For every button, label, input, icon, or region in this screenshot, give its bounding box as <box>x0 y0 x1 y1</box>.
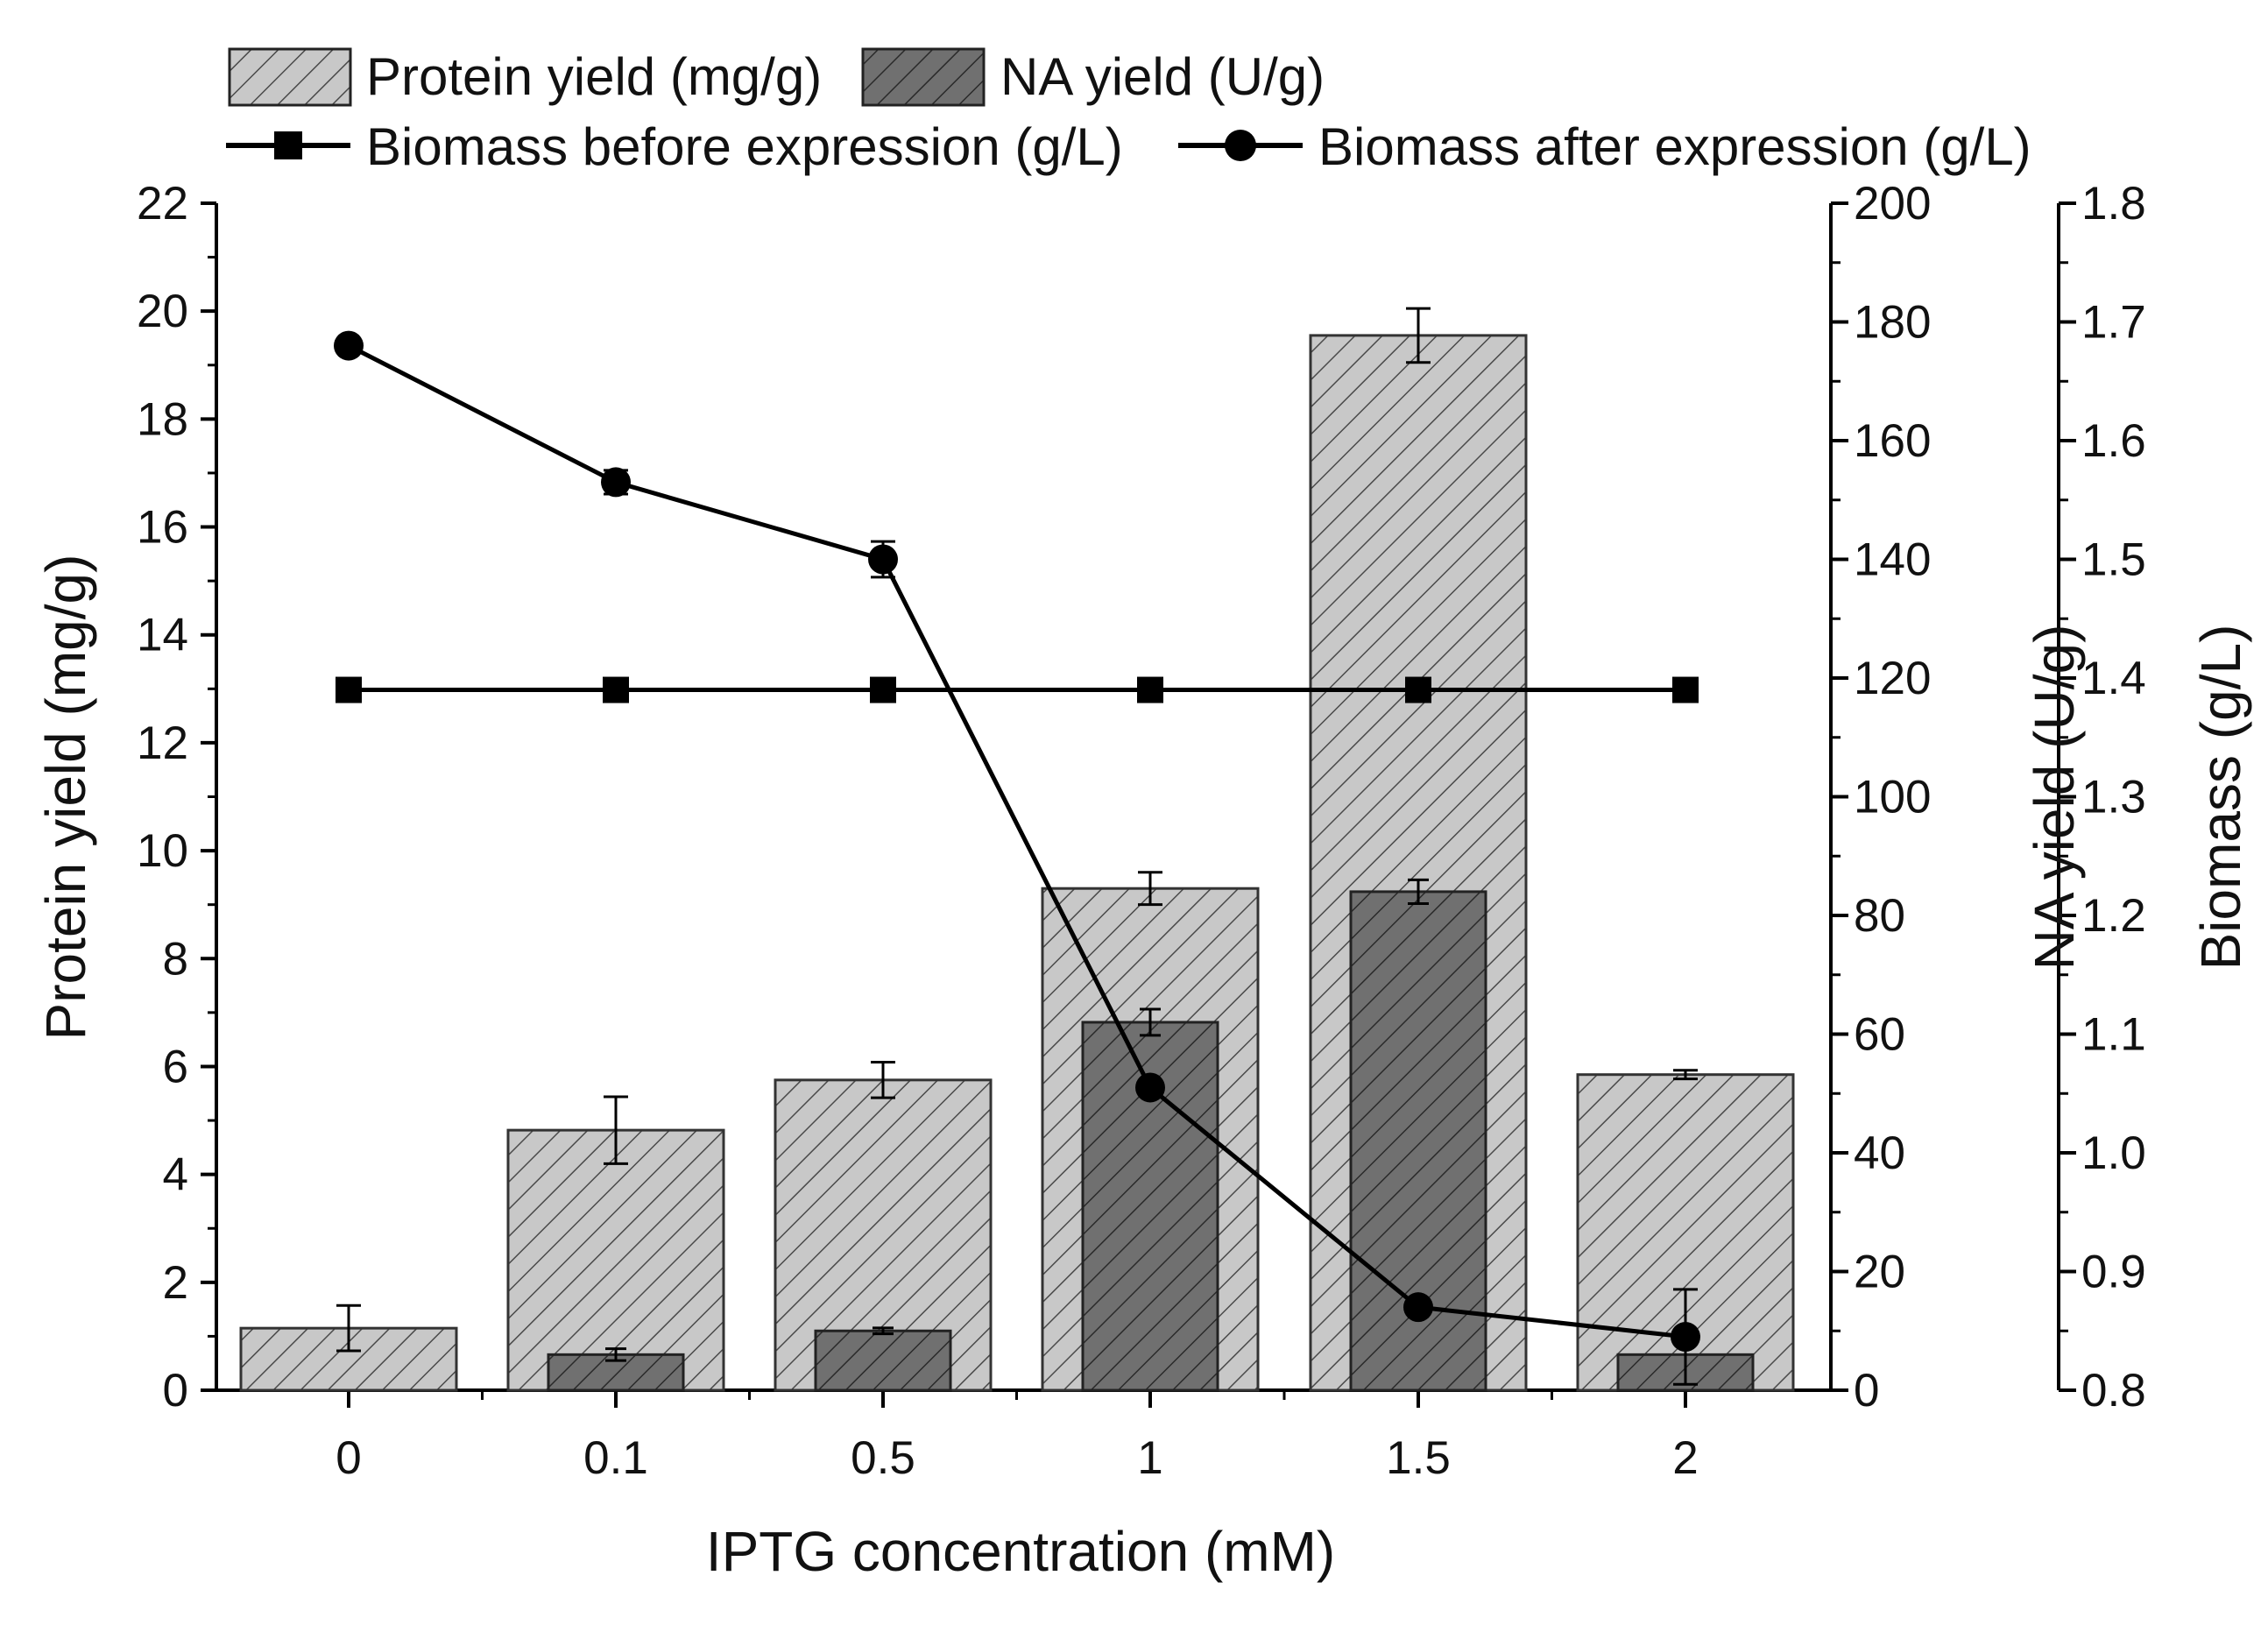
biomass-before-point <box>1405 676 1431 703</box>
x-axis-tick-label: 1 <box>1137 1432 1162 1484</box>
na-axis-tick-label: 200 <box>1854 178 1931 230</box>
protein-axis-tick-label: 2 <box>163 1257 188 1309</box>
protein-bars <box>239 307 1795 1392</box>
na-bar <box>814 1329 952 1392</box>
y-axis-left-title: Protein yield (mg/g) <box>34 555 97 1041</box>
protein-axis-tick-label: 14 <box>137 610 188 661</box>
biomass-axis-tick-label: 1.7 <box>2081 297 2146 349</box>
protein-axis-ticks: 0 2 4 6 8 10 12 14 16 18 20 22 <box>137 178 216 1417</box>
biomass-axis-tick-label: 1.0 <box>2081 1127 2146 1179</box>
na-axis-tick-label: 180 <box>1854 297 1931 349</box>
biomass-before-point <box>603 676 629 703</box>
biomass-after-point <box>1135 1072 1165 1103</box>
biomass-after-point <box>334 330 364 361</box>
na-axis-tick-label: 100 <box>1854 772 1931 823</box>
legend-swatch-protein <box>228 47 352 107</box>
x-axis-tick-label: 2 <box>1672 1432 1698 1484</box>
x-axis-ticks: 0 0.1 0.5 1 1.5 2 <box>336 1390 1699 1484</box>
legend-marker-biomass-after <box>1225 130 1256 161</box>
biomass-axis-tick-label: 1.4 <box>2081 653 2146 704</box>
y-axis-biomass-title: Biomass (g/L) <box>2189 625 2252 971</box>
na-axis-tick-label: 60 <box>1854 1009 1905 1061</box>
biomass-axis-tick-label: 0.8 <box>2081 1365 2146 1417</box>
legend-label-biomass-before: Biomass before expression (g/L) <box>366 117 1123 176</box>
biomass-before-point <box>1137 676 1163 703</box>
na-axis-tick-label: 20 <box>1854 1247 1905 1298</box>
protein-axis-tick-label: 10 <box>137 825 188 877</box>
na-axis-ticks: 0 20 40 60 80 100 120 140 160 180 200 <box>1831 178 1931 1417</box>
protein-axis-tick-label: 18 <box>137 393 188 445</box>
biomass-after-point <box>1403 1292 1433 1323</box>
protein-axis-tick-label: 22 <box>137 178 188 230</box>
na-axis-tick-label: 140 <box>1854 534 1931 586</box>
x-axis-tick-label: 0 <box>336 1432 361 1484</box>
biomass-after-point <box>1671 1322 1700 1353</box>
biomass-lines <box>334 330 1700 1386</box>
biomass-axis-tick-label: 1.8 <box>2081 178 2146 230</box>
na-axis-tick-label: 0 <box>1854 1365 1879 1417</box>
biomass-after-point <box>868 544 898 575</box>
protein-axis-tick-label: 8 <box>163 933 188 985</box>
biomass-axis-tick-label: 1.3 <box>2081 772 2146 823</box>
na-axis-tick-label: 40 <box>1854 1127 1905 1179</box>
y-axis-na-title: NA yield (U/g) <box>2023 625 2086 971</box>
legend: Protein yield (mg/g) NA yield (U/g) Biom… <box>226 47 2031 176</box>
biomass-axis-tick-label: 1.1 <box>2081 1009 2146 1061</box>
protein-axis-tick-label: 20 <box>137 286 188 337</box>
legend-label-protein: Protein yield (mg/g) <box>366 47 822 106</box>
x-axis-tick-label: 0.1 <box>583 1432 648 1484</box>
biomass-before-point <box>870 676 896 703</box>
na-axis-tick-label: 160 <box>1854 415 1931 467</box>
x-axis-tick-label: 1.5 <box>1386 1432 1451 1484</box>
protein-axis-tick-label: 6 <box>163 1041 188 1092</box>
protein-axis-tick-label: 4 <box>163 1149 188 1201</box>
x-axis-tick-label: 0.5 <box>851 1432 915 1484</box>
na-axis-tick-label: 120 <box>1854 653 1931 704</box>
protein-axis-tick-label: 0 <box>163 1365 188 1417</box>
biomass-before-point <box>336 676 362 703</box>
biomass-after-point <box>601 467 631 498</box>
biomass-axis-tick-label: 1.2 <box>2081 890 2146 942</box>
legend-label-na: NA yield (U/g) <box>1000 47 1325 106</box>
x-axis-title: IPTG concentration (mM) <box>706 1520 1335 1583</box>
biomass-axis-tick-label: 0.9 <box>2081 1247 2146 1298</box>
legend-swatch-na <box>861 47 986 107</box>
biomass-axis-ticks: 0.8 0.9 1.0 1.1 1.2 1.3 1.4 1.5 1.6 1.7 1.8 <box>2059 178 2146 1417</box>
na-axis-tick-label: 80 <box>1854 890 1905 942</box>
protein-axis-tick-label: 12 <box>137 717 188 769</box>
biomass-after-line <box>347 343 1686 1339</box>
legend-marker-biomass-before <box>274 131 302 159</box>
biomass-axis-tick-label: 1.5 <box>2081 534 2146 586</box>
protein-axis-tick-label: 16 <box>137 502 188 554</box>
biomass-before-point <box>1672 676 1699 703</box>
biomass-axis-tick-label: 1.6 <box>2081 415 2146 467</box>
legend-label-biomass-after: Biomass after expression (g/L) <box>1318 117 2031 176</box>
